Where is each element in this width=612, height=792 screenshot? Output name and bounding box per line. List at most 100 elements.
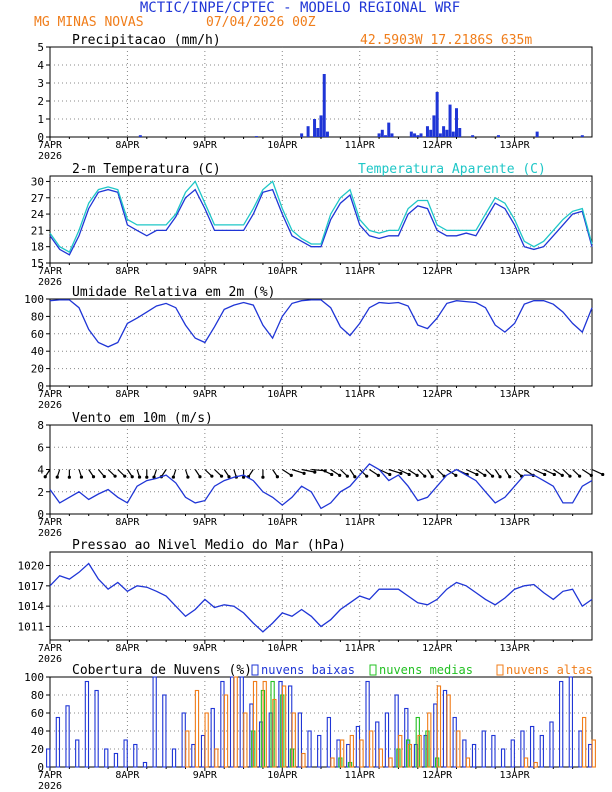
cloud-bar-orange <box>185 730 190 768</box>
y-tick-label: 100 <box>24 293 44 306</box>
x-tick-label: 7APR <box>38 389 63 400</box>
wind-arrow-head <box>345 474 349 478</box>
precip-bar <box>435 92 439 137</box>
wind-arrow <box>320 468 332 475</box>
y-tick-label: 100 <box>24 671 44 684</box>
legend-label: Temperatura Aparente (C) <box>358 162 546 177</box>
cloud-bar-blue <box>520 730 525 768</box>
y-tick-label: 4 <box>37 59 44 72</box>
panel-title: Pressao ao Nivel Medio do Mar (hPa) <box>72 538 346 553</box>
precip-bar <box>138 135 142 137</box>
wind-arrow-head <box>415 473 419 477</box>
x-tick-label: 8APR <box>115 140 140 151</box>
wind-arrow-head <box>261 475 265 479</box>
x-tick-label: 13APR <box>500 517 531 528</box>
cloud-bar-orange <box>330 757 335 768</box>
wind-arrow-head <box>365 474 369 478</box>
wind-arrow-head <box>399 471 403 475</box>
precip-bar <box>325 131 329 137</box>
wind-arrow-head <box>289 473 293 477</box>
wind-arrow-head <box>43 475 47 479</box>
wind-arrow <box>543 468 555 475</box>
legend-label: nuvens medias <box>379 663 473 677</box>
x-year-label: 2026 <box>38 654 62 665</box>
wind-arrow <box>214 469 222 477</box>
precip-bar <box>580 135 584 137</box>
precip-bar <box>319 115 323 137</box>
precip-bar <box>425 126 429 137</box>
cloud-bar-blue <box>191 743 196 768</box>
wind-arrow-head <box>275 475 279 479</box>
precip-bar <box>471 135 475 137</box>
series-line-blue <box>49 299 593 348</box>
wind-arrow-head <box>241 475 246 479</box>
precip-bar <box>384 135 388 137</box>
y-tick-label: 8 <box>37 419 44 432</box>
cloud-bar-blue <box>200 734 206 768</box>
cloud-bar-orange <box>591 739 596 768</box>
legend-swatch <box>496 664 504 676</box>
series-line-blue <box>49 188 593 256</box>
wind-arrow <box>117 469 126 477</box>
cloud-bar-blue <box>442 689 448 768</box>
cloud-bar-blue <box>113 752 119 768</box>
cloud-bar-blue <box>510 739 515 768</box>
wind-arrow <box>281 468 292 476</box>
precip-bar <box>254 136 258 137</box>
y-tick-label: 1014 <box>18 600 45 613</box>
y-tick-label: 1011 <box>18 620 45 633</box>
x-tick-label: 7APR <box>38 643 63 654</box>
cloud-bar-blue <box>355 725 361 768</box>
cloud-bar-blue <box>94 689 99 768</box>
precip-bar <box>306 126 310 137</box>
cloud-bar-orange <box>388 757 393 768</box>
precip-bar <box>535 131 539 137</box>
wind-arrow-head <box>483 473 487 477</box>
panel-precip: Precipitacao (mm/h) 0 1 2 3 4 5 7APR 8APR 9APR 10A… <box>37 33 593 162</box>
cloud-bar-blue <box>152 676 157 768</box>
cloud-bar-blue <box>375 721 380 768</box>
cloud-bar-orange <box>436 685 442 768</box>
wind-arrow-head <box>552 472 556 477</box>
x-tick-label: 10APR <box>267 517 298 528</box>
legend-label: nuvens baixas <box>261 663 355 677</box>
wind-arrow-head <box>454 473 458 477</box>
cloud-bar-blue <box>181 712 186 768</box>
x-year-label: 2026 <box>38 277 62 288</box>
wind-arrow-head <box>330 472 334 477</box>
wind-arrow <box>369 468 379 476</box>
wind-arrow <box>398 468 410 475</box>
x-tick-label: 11APR <box>345 517 376 528</box>
cloud-bar-orange <box>359 739 364 768</box>
y-tick-label: 1020 <box>18 560 45 573</box>
x-year-label: 2026 <box>38 400 62 411</box>
precip-bar <box>432 115 436 137</box>
wind-arrow <box>572 469 581 477</box>
panel-clouds: Cobertura de Nuvens (%) 0 20 40 60 80 100 7APR 8… <box>24 663 596 792</box>
y-tick-label: 6 <box>37 441 44 454</box>
wind-arrow-head <box>407 472 411 477</box>
x-tick-label: 12APR <box>422 643 453 654</box>
cloud-bar-orange <box>523 757 529 768</box>
y-tick-label: 40 <box>31 345 44 358</box>
x-tick-label: 13APR <box>500 643 531 654</box>
wind-arrow-head <box>113 474 117 478</box>
cloud-bar-blue <box>307 730 312 768</box>
x-tick-label: 7APR <box>38 266 63 277</box>
cloud-bar-orange <box>465 757 471 768</box>
wind-arrow-head <box>227 475 231 479</box>
precip-bar <box>390 133 394 137</box>
cloud-bar-blue <box>142 761 148 768</box>
x-tick-label: 10APR <box>267 643 298 654</box>
precip-bar <box>387 122 391 137</box>
wind-arrow <box>591 468 603 475</box>
y-tick-label: 60 <box>31 328 44 341</box>
cloud-bar-blue <box>529 725 535 768</box>
wind-arrow <box>581 468 592 476</box>
wind-arrow-head <box>568 474 572 478</box>
cloud-bar-blue <box>104 748 109 768</box>
x-tick-label: 13APR <box>500 140 531 151</box>
wind-arrow-head <box>137 475 142 479</box>
x-tick-label: 8APR <box>115 266 140 277</box>
x-tick-label: 7APR <box>38 770 63 781</box>
